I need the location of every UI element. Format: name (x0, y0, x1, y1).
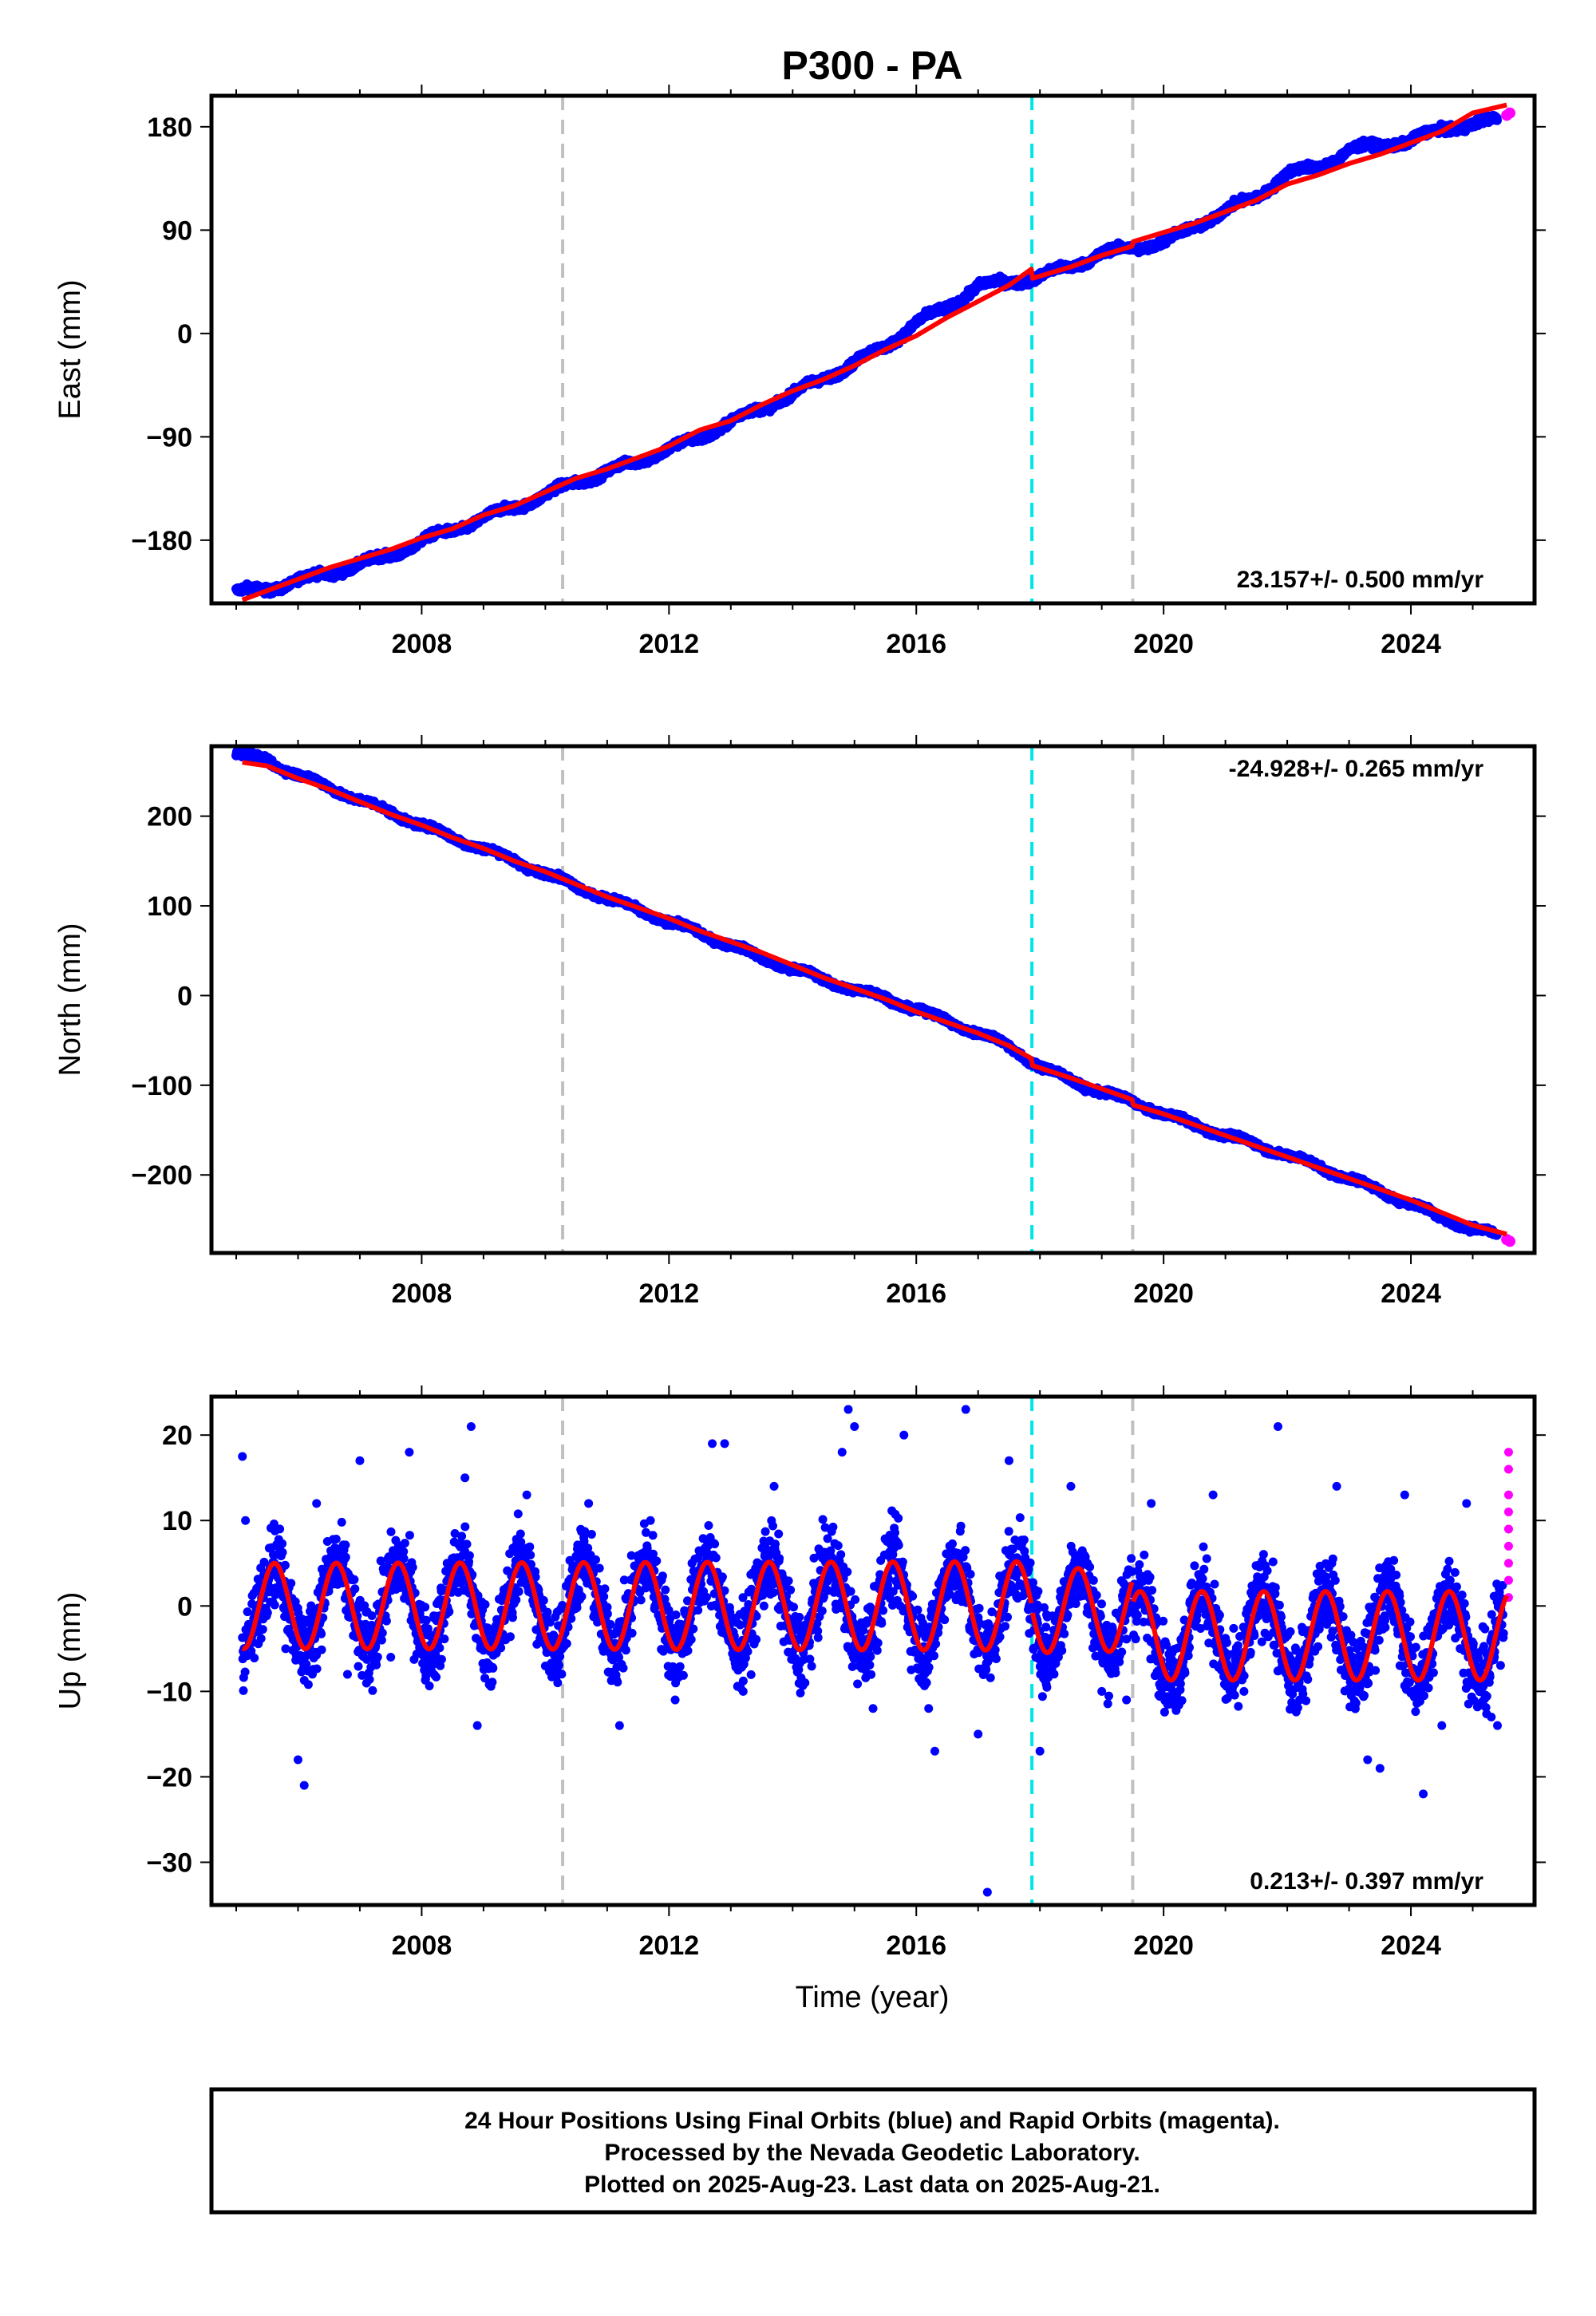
rapid-orbit-points (1501, 107, 1516, 121)
x-tick-label: 2012 (639, 629, 700, 659)
x-tick-label: 2024 (1381, 629, 1441, 659)
plot-area (231, 102, 1516, 603)
y-axis-label: East (mm) (53, 279, 87, 419)
x-tick-label: 2008 (392, 629, 452, 659)
x-tick-label: 2020 (1133, 629, 1194, 659)
y-tick-label: −90 (146, 422, 192, 453)
model-fit-curve (241, 102, 1507, 603)
y-tick-label: 0 (177, 319, 192, 350)
plot-area (231, 746, 1516, 1247)
y-tick-label: −180 (131, 526, 192, 556)
y-tick-label: 90 (162, 215, 192, 246)
velocity-rate-label: 23.157+/- 0.500 mm/yr (1237, 567, 1484, 593)
north-panel: 2008 2012 2016 2020 2024−200−1000100200North… (53, 735, 1546, 1309)
x-tick-label: 2016 (886, 629, 946, 659)
rapid-point (1504, 107, 1516, 119)
panel-frame (209, 93, 1537, 606)
y-tick-label: 180 (147, 113, 192, 143)
east-panel: 2008 2012 2016 2020 2024 −180 −90 0 90 180 East (m… (53, 85, 1546, 659)
final-point (1492, 115, 1502, 125)
figure-title: P300 - PA (782, 43, 963, 88)
